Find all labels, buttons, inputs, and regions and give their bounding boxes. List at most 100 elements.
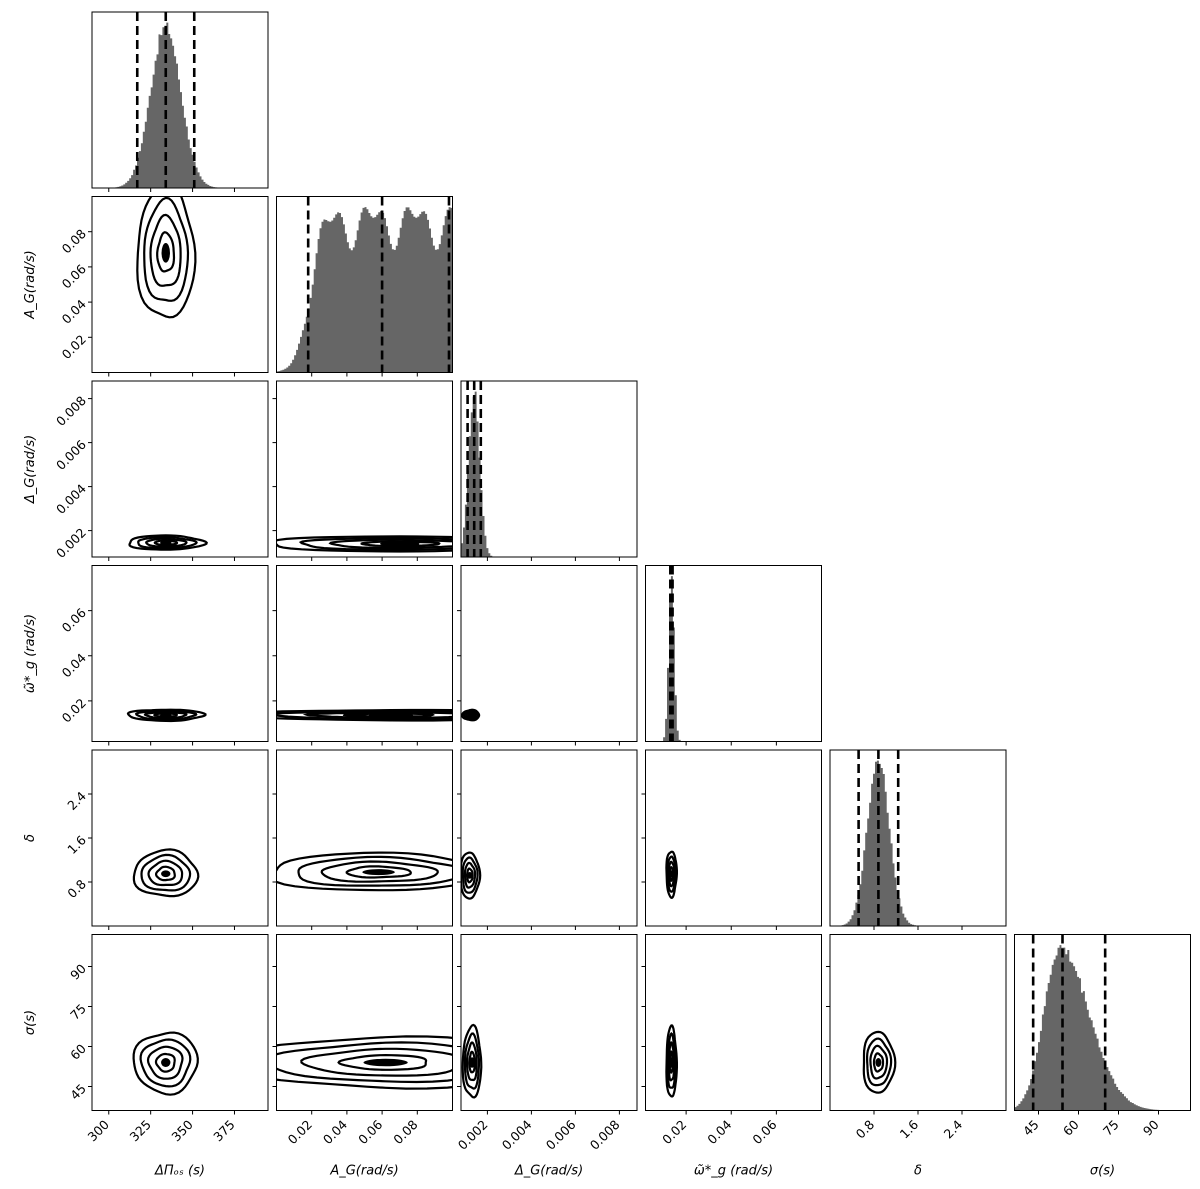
contour-level-0 (128, 534, 208, 551)
panel-AG-wg-frame (276, 565, 453, 742)
y-axis-label-AG: A_G(rad/s) (23, 250, 38, 319)
x-tick-label: 0.8 (853, 1117, 878, 1142)
hist-sigma (1014, 934, 1191, 1111)
y-tick-label: 0.006 (53, 437, 89, 473)
contour-level-1 (298, 536, 453, 551)
y-tick-label: 90 (67, 961, 89, 983)
contour-AG-sigma (276, 1035, 453, 1090)
contour-level-0 (461, 1023, 483, 1099)
contour-level-2 (146, 1045, 184, 1080)
panel-diag-wg-frame (645, 565, 822, 742)
x-tick-label: 350 (168, 1117, 196, 1145)
contour-DG-sigma (461, 1023, 483, 1099)
x-tick-label: 375 (210, 1117, 237, 1144)
panel-DG-sigma-frame (460, 934, 638, 1111)
contour-level-1 (134, 709, 198, 721)
y-tick-label: 0.04 (59, 650, 89, 680)
y-tick-label: 0.02 (59, 332, 89, 362)
contour-level-0 (136, 196, 197, 319)
x-tick-label: 0.06 (355, 1117, 385, 1147)
contour-level-1 (461, 856, 479, 894)
contour-level-2 (463, 861, 477, 889)
contour-level-0 (665, 1024, 678, 1098)
contour-AG-DG (276, 535, 453, 553)
x-tick-label: 300 (85, 1117, 113, 1145)
x-tick-label: 0.04 (704, 1117, 734, 1147)
x-axis-label-delta: δ (914, 1164, 922, 1179)
contour-level-3 (345, 865, 412, 879)
contour-level-0 (126, 708, 207, 723)
contour-peak (160, 539, 172, 546)
contour-level-2 (328, 538, 453, 549)
contour-level-1 (137, 535, 198, 549)
hist-wg (645, 565, 822, 742)
contour-peak (668, 1057, 675, 1068)
panel-DG-delta-frame (460, 749, 638, 927)
contour-peak (368, 712, 414, 719)
contour-peak (161, 1058, 171, 1067)
contour-level-2 (145, 537, 188, 548)
contour-peak (467, 712, 474, 719)
contour-level-2 (149, 213, 182, 287)
hist-DG (461, 381, 637, 557)
hist-AG (276, 196, 453, 373)
y-tick-label: 0.02 (59, 695, 89, 725)
contour-wg-delta (665, 850, 678, 899)
panel-wg-sigma-frame (645, 934, 822, 1111)
panel-AG-DG-frame (276, 380, 453, 558)
panel-diag-DG-frame (460, 380, 638, 558)
panel-dpi-delta-frame (91, 749, 269, 927)
y-tick-label: 0.08 (59, 226, 89, 256)
x-tick-label: 2.4 (941, 1117, 966, 1142)
contour-level-2 (147, 859, 184, 887)
y-tick-label: 45 (67, 1081, 89, 1103)
contour-dpi-sigma (132, 1031, 199, 1096)
contour-delta-sigma (862, 1030, 897, 1094)
panel-DG-wg-frame (460, 565, 638, 742)
x-tick-label: 1.6 (897, 1117, 922, 1142)
y-tick-label: 0.04 (59, 296, 89, 326)
panel-dpi-wg-frame (91, 565, 269, 742)
x-tick-label: 325 (126, 1117, 153, 1144)
contour-level-3 (360, 540, 441, 548)
contour-level-2 (869, 1044, 889, 1080)
contour-peak (469, 1057, 475, 1068)
y-tick-label: 75 (67, 1001, 89, 1023)
x-axis-label-DG: Δ_G(rad/s) (514, 1164, 583, 1179)
contour-peak (466, 872, 473, 879)
contour-level-0 (132, 848, 200, 898)
panel-dpi-sigma-frame (91, 934, 269, 1111)
hist-area-DG (461, 391, 637, 557)
panel-diag-sigma-frame (1014, 934, 1191, 1111)
contour-level-3 (342, 712, 436, 718)
contour-peak (362, 869, 395, 876)
x-tick-label: 0.006 (543, 1117, 579, 1153)
x-tick-label: 0.04 (320, 1117, 350, 1147)
y-tick-label: 60 (67, 1041, 89, 1063)
contour-level-1 (276, 1041, 453, 1084)
contour-level-2 (143, 711, 188, 720)
contour-level-2 (320, 860, 439, 883)
x-axis-label-dpi: ΔΠₒₛ (s) (154, 1164, 205, 1179)
x-tick-label: 45 (1020, 1117, 1042, 1139)
panel-wg-delta-frame (645, 749, 822, 927)
x-axis-label-AG: A_G(rad/s) (329, 1164, 398, 1179)
contour-AG-wg (276, 708, 453, 722)
contour-wg-sigma (665, 1024, 678, 1098)
contour-level-1 (463, 709, 479, 721)
contour-level-3 (337, 1053, 428, 1071)
y-tick-label: 0.06 (59, 605, 89, 635)
x-tick-label: 90 (1140, 1117, 1162, 1139)
contour-level-0 (461, 708, 481, 722)
contour-level-0 (276, 851, 453, 892)
contour-level-0 (461, 851, 482, 900)
contour-DG-delta (461, 851, 482, 900)
hist-delta (830, 750, 1006, 926)
contour-level-1 (140, 853, 192, 892)
x-axis-label-wg: ω̃*_g (rad/s) (694, 1164, 773, 1179)
contour-peak (379, 540, 420, 547)
panel-AG-sigma-frame (276, 934, 453, 1111)
x-tick-label: 0.004 (499, 1117, 535, 1153)
panel-dpi-DG-frame (91, 380, 269, 558)
